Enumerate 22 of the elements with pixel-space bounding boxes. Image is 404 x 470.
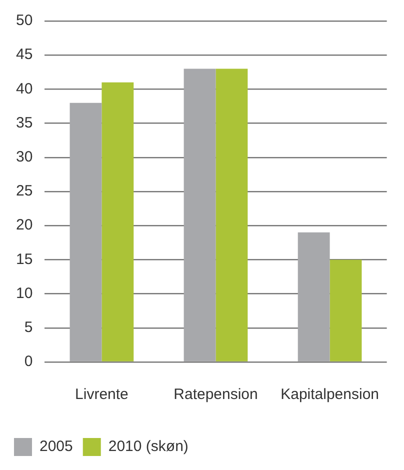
y-tick-label: 20 — [16, 216, 33, 234]
y-tick-label: 0 — [24, 353, 33, 370]
bar — [184, 68, 216, 362]
bar — [216, 68, 248, 362]
legend-label: 2010 (skøn) — [108, 438, 188, 456]
y-tick-label: 15 — [16, 250, 33, 268]
y-tick-label: 40 — [16, 80, 33, 98]
x-tick-label: Kapitalpension — [280, 386, 380, 404]
bar — [298, 232, 330, 362]
y-tick-label: 30 — [16, 148, 33, 166]
y-tick-label: 10 — [16, 284, 33, 302]
y-tick-label: 50 — [16, 12, 33, 30]
x-tick-label: Ratepension — [174, 386, 258, 404]
legend-label: 2005 — [40, 438, 73, 456]
bar — [102, 82, 134, 362]
bar — [330, 260, 362, 362]
y-tick-label: 45 — [16, 46, 33, 64]
x-tick-label: Livrente — [75, 386, 128, 404]
y-tick-label: 5 — [24, 319, 33, 336]
y-tick-label: 35 — [16, 114, 33, 132]
bar — [70, 102, 102, 362]
y-tick-label: 25 — [16, 182, 33, 200]
